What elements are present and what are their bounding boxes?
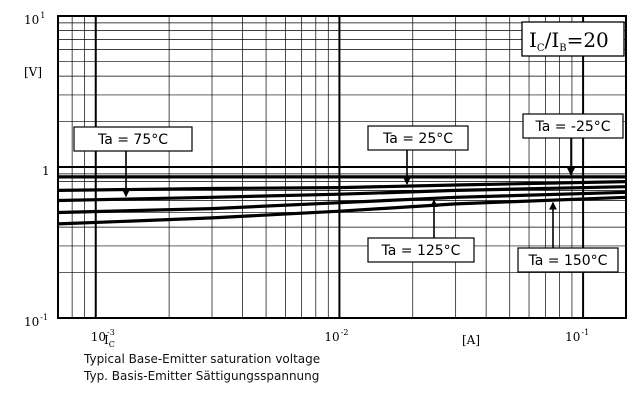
annotation-box xyxy=(367,237,475,263)
y-tick-label-exp: 1 xyxy=(40,11,45,20)
x-axis-symbol-main: I xyxy=(104,333,109,347)
x-tick-label-exp: -2 xyxy=(341,328,349,337)
x-tick-label: 10-2 xyxy=(324,328,348,344)
annotations: Ta = 75°C Ta = 25°C Ta = -25°C Ta = 125°C Ta… xyxy=(73,113,624,273)
condition-a: I xyxy=(529,28,537,52)
condition-box-frame xyxy=(521,21,625,57)
grid xyxy=(58,16,626,318)
y-tick-label: 10-1 xyxy=(24,313,48,329)
x-tick-label-base: 10 xyxy=(91,330,106,344)
y-tick-label-base: 1 xyxy=(42,164,50,178)
x-tick-label: 10-3 xyxy=(91,328,115,344)
condition-text: IC/IB=20 xyxy=(529,28,609,54)
annotation-box xyxy=(522,113,624,139)
annotation-label: Ta = -25°C xyxy=(534,119,610,135)
series-group xyxy=(57,175,627,226)
annotation-label: Ta = 25°C xyxy=(382,131,453,147)
y-tick-label: 1 xyxy=(42,164,50,178)
y-tick-label-base: 10 xyxy=(24,315,39,329)
series-line-1 xyxy=(57,180,627,192)
y-tick-label-exp: -1 xyxy=(40,313,48,322)
caption-english: Typical Base-Emitter saturation voltage xyxy=(84,352,321,366)
x-axis-symbol: IC xyxy=(104,333,115,349)
annotation-label: Ta = 150°C xyxy=(528,253,608,269)
condition-rest: =20 xyxy=(567,28,609,52)
condition-a-sub: C xyxy=(537,43,545,54)
x-tick-label-base: 10 xyxy=(565,330,580,344)
plot-frame xyxy=(57,15,627,319)
condition-box: IC/IB=20 xyxy=(521,21,625,57)
x-tick-label-exp: -3 xyxy=(107,328,115,337)
condition-b: I xyxy=(551,28,559,52)
annotation-label: Ta = 125°C xyxy=(381,243,461,259)
annotation-box xyxy=(517,247,619,273)
y-unit-label: [V] xyxy=(24,65,42,79)
annotation-label: Ta = 75°C xyxy=(97,132,168,148)
annotation-box xyxy=(367,125,469,151)
series-line-4 xyxy=(57,195,627,226)
condition-b-sub: B xyxy=(559,43,566,54)
x-axis-symbol-sub: C xyxy=(109,340,115,349)
condition-sep: / xyxy=(545,28,552,52)
caption-german: Typ. Basis-Emitter Sättigungsspannung xyxy=(84,369,320,383)
x-tick-label-exp: -1 xyxy=(581,328,589,337)
series-line-2 xyxy=(57,185,627,203)
y-tick-label-base: 10 xyxy=(24,13,39,27)
annotation-box xyxy=(73,126,193,152)
x-unit-label: [A] xyxy=(462,333,480,347)
x-tick-label-base: 10 xyxy=(324,330,339,344)
series-line-3 xyxy=(57,190,627,215)
x-tick-label: 10-1 xyxy=(565,328,589,344)
y-tick-label: 101 xyxy=(24,11,45,27)
